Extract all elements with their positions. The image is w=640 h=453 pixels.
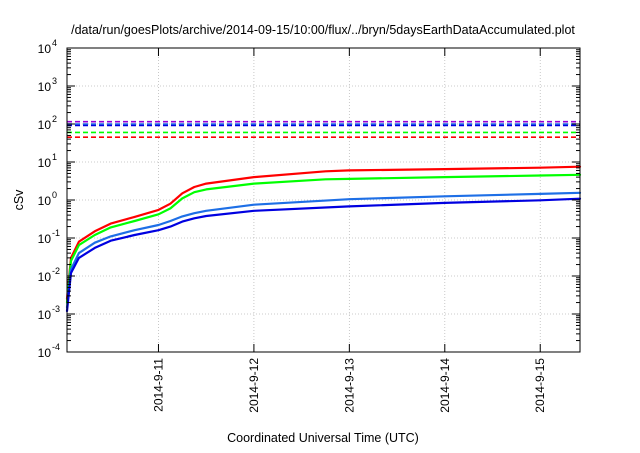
chart-title: /data/run/goesPlots/archive/2014-09-15/1… <box>71 23 575 37</box>
y-tick-label: 10 <box>38 346 52 360</box>
y-tick-exponent: 3 <box>52 76 57 86</box>
x-tick-label: 2014-9-13 <box>342 358 356 413</box>
series-line <box>65 173 582 304</box>
series-layer <box>65 120 582 313</box>
y-tick-exponent: 4 <box>52 38 57 48</box>
y-tick-exponent: 0 <box>52 190 57 200</box>
y-tick-label: 10 <box>38 42 52 56</box>
x-tick-label: 2014-9-12 <box>247 358 261 413</box>
y-tick-label: 10 <box>38 194 52 208</box>
series-line <box>65 165 582 300</box>
x-axis-label: Coordinated Universal Time (UTC) <box>227 431 419 445</box>
series-line <box>65 197 582 313</box>
y-tick-exponent: -2 <box>52 266 60 276</box>
y-tick-exponent: 1 <box>52 152 57 162</box>
y-tick-label: 10 <box>38 308 52 322</box>
y-tick-label: 10 <box>38 118 52 132</box>
y-tick-label: 10 <box>38 80 52 94</box>
y-tick-label: 10 <box>38 156 52 170</box>
x-tick-label: 2014-9-14 <box>438 358 452 413</box>
x-tick-label: 2014-9-11 <box>151 358 165 412</box>
y-tick-exponent: -3 <box>52 304 60 314</box>
y-tick-label: 10 <box>38 270 52 284</box>
y-tick-exponent: 2 <box>52 114 57 124</box>
y-tick-exponent: -4 <box>52 342 60 352</box>
y-axis-label: cSv <box>12 189 26 211</box>
x-tick-label: 2014-9-15 <box>533 358 547 413</box>
y-tick-exponent: -1 <box>52 228 60 238</box>
y-tick-label: 10 <box>38 232 52 246</box>
series-line <box>65 191 582 309</box>
